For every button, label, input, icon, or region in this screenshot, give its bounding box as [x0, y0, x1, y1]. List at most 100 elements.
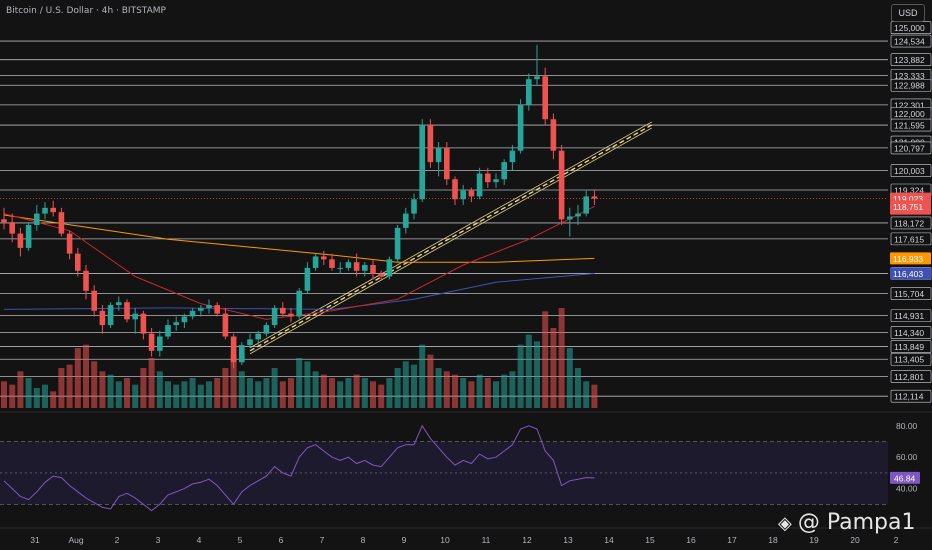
candle-body [214, 305, 220, 314]
price-tick-box [890, 216, 932, 230]
candle-body [362, 265, 368, 271]
candle-body [370, 265, 376, 274]
volume-bar [370, 381, 376, 408]
volume-bar [460, 378, 467, 408]
volume-bar [17, 371, 24, 408]
candle-body [288, 313, 294, 317]
candle-body [460, 190, 466, 200]
price-tick-label: 123,333 [894, 71, 925, 81]
volume-bar [575, 368, 581, 408]
volume-bar [468, 381, 475, 408]
price-tick-label: 119,324 [894, 186, 924, 196]
price-tick-label: 120,003 [894, 166, 925, 176]
candle-body [173, 322, 179, 326]
time-tick-label: 16 [686, 535, 696, 545]
time-tick-label: 7 [320, 535, 325, 545]
price-tick-label: 117,615 [894, 234, 924, 244]
candle-body [337, 267, 343, 269]
price-tick-label: 114,340 [894, 328, 924, 338]
volume-bar [501, 374, 508, 408]
time-tick-label: 12 [522, 535, 532, 545]
volume-bar [443, 371, 450, 408]
volume-bar [9, 384, 16, 408]
time-tick-label: 9 [402, 535, 407, 545]
chart-title: Bitcoin / U.S. Dollar · 4h · BITSTAMP [6, 6, 166, 16]
volume-bar [427, 354, 434, 408]
volume-bar [173, 384, 180, 408]
trendline-channel [249, 127, 652, 355]
price-tick-label: 122,988 [894, 81, 925, 91]
time-tick-label: 20 [850, 535, 860, 545]
price-badge-label: 118,751 [893, 202, 923, 212]
candle-body [25, 225, 32, 248]
price-badge-label: 116,933 [893, 254, 923, 264]
candle-body [312, 256, 319, 268]
volume-bar [402, 361, 409, 408]
volume-bar [156, 371, 163, 408]
candle-body [165, 325, 171, 337]
price-tick-label: 113,849 [894, 342, 924, 352]
candle-body [157, 336, 163, 351]
time-tick-label: 17 [727, 535, 737, 545]
trendline-channel [249, 124, 653, 352]
volume-bar [181, 381, 188, 408]
candle-body [9, 222, 15, 234]
candle-body [34, 213, 40, 226]
price-tick-label: 125,000 [894, 23, 925, 33]
candle-body [239, 345, 245, 363]
price-tick-box [890, 53, 932, 66]
price-tick-label: 121,595 [894, 121, 925, 131]
volume-bar [411, 364, 417, 408]
candle-body [222, 313, 229, 337]
volume-bar [91, 361, 98, 408]
volume-bar [214, 378, 221, 408]
time-tick-label: 4 [197, 535, 202, 545]
rsi-tick-label: 60.00 [896, 452, 918, 462]
candle-body [321, 256, 327, 260]
volume-bar [361, 378, 368, 408]
price-tick-label: 124,534 [894, 37, 925, 47]
candle-body [255, 333, 261, 340]
time-tick-label: 3 [156, 535, 161, 545]
price-tick-label: 123,882 [894, 55, 925, 65]
volume-bar [493, 381, 499, 408]
volume-bar [115, 381, 122, 408]
watermark-text: @ Pampa1 [797, 510, 916, 535]
volume-bar [525, 334, 532, 408]
volume-bar [271, 368, 278, 408]
price-badge-label: 119,023 [893, 194, 923, 204]
volume-bar [583, 381, 590, 408]
candle-body [501, 162, 507, 180]
candle-body [542, 76, 548, 120]
rsi-badge [890, 471, 920, 484]
candle-body [107, 305, 114, 326]
time-tick-label: 10 [440, 535, 450, 545]
candle-body [263, 325, 270, 334]
volume-bar [33, 388, 40, 408]
volume-bar [132, 384, 139, 408]
price-tick-box [890, 78, 932, 92]
price-tick-box [890, 352, 932, 366]
time-tick-label: 31 [30, 535, 40, 545]
price-badge [890, 267, 931, 280]
candle-body [50, 207, 56, 213]
time-tick-label: 2 [115, 535, 120, 545]
rsi-tick-label: 80.00 [896, 421, 918, 431]
volume-bar [288, 378, 294, 408]
volume-bar [345, 378, 352, 408]
candle-body [91, 290, 97, 311]
candle-body [66, 233, 73, 254]
candle-body [230, 336, 237, 363]
volume-bar [58, 368, 65, 408]
price-badge [890, 252, 931, 265]
currency-button[interactable]: USD [891, 4, 925, 22]
candle-body [17, 233, 24, 248]
trendline-channel [249, 121, 652, 349]
candle-body [189, 310, 196, 317]
price-tick-box [890, 118, 932, 132]
volume-bar [337, 381, 344, 408]
volume-bar [230, 354, 237, 408]
volume-bar [222, 368, 229, 408]
candle-body [435, 147, 442, 163]
